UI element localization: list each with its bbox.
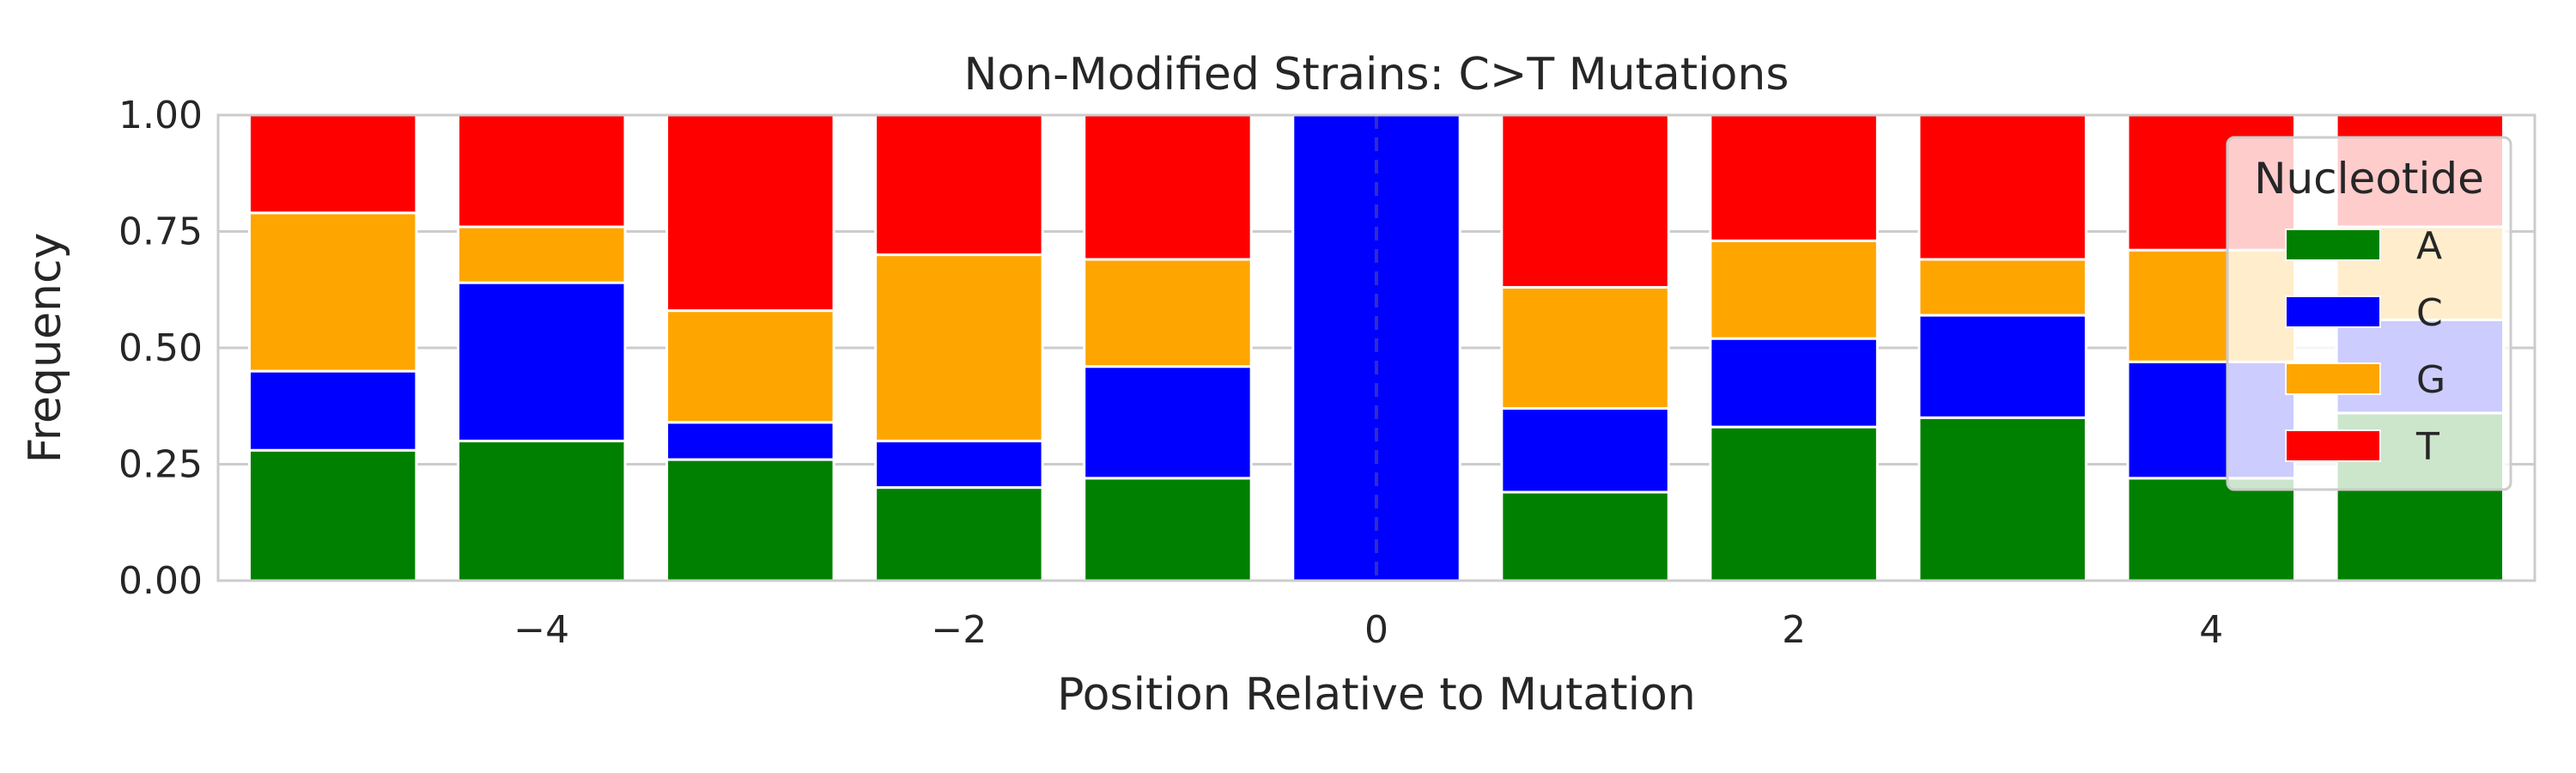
bar-segment-c <box>1500 406 1670 494</box>
legend-label: C <box>2416 291 2443 335</box>
bar-segment-g <box>1500 286 1670 410</box>
bar-segment-c <box>1917 313 2087 419</box>
legend-swatch-a <box>2285 228 2381 261</box>
x-axis-title: Position Relative to Mutation <box>1057 669 1696 721</box>
x-tick-label: 0 <box>1364 608 1388 652</box>
bar-segment-g <box>247 211 418 373</box>
x-axis-ticks: −4 −2 0 2 4 <box>513 608 2223 652</box>
y-axis-ticks: 0.00 0.25 0.50 0.75 1.00 <box>118 94 203 603</box>
bar-segment-c <box>1083 365 1253 480</box>
bar-segment-g <box>874 253 1044 442</box>
bar-segment-g <box>1917 258 2087 317</box>
bar-segment-a <box>247 448 418 582</box>
x-tick-label: −2 <box>931 608 987 652</box>
legend-title: Nucleotide <box>2254 154 2484 204</box>
bar-segment-a <box>665 458 835 582</box>
x-tick-label: 2 <box>1782 608 1806 652</box>
bar-segment-c <box>665 421 835 461</box>
bar-segment-g <box>457 225 627 284</box>
plot-frame <box>216 113 2537 582</box>
bar-segment-t <box>457 113 627 228</box>
bar-segment-t <box>1083 113 1253 261</box>
bar-segment-c <box>247 369 418 452</box>
bar-segment-a <box>1500 490 1670 582</box>
x-tick-label: −4 <box>513 608 569 652</box>
bar-segment-a <box>1917 416 2087 582</box>
y-tick-label: 0.00 <box>118 559 203 603</box>
bar-segment-g <box>665 309 835 424</box>
legend-label: A <box>2416 224 2442 268</box>
legend-swatch-g <box>2285 362 2381 395</box>
y-axis-title: Frequency <box>20 233 71 464</box>
legend-label: T <box>2415 425 2439 469</box>
bar-segment-t <box>1500 113 1670 289</box>
y-tick-label: 1.00 <box>118 94 203 137</box>
bar-segment-a <box>457 439 627 582</box>
bar-segment-c <box>874 439 1044 490</box>
x-tick-label: 4 <box>2199 608 2223 652</box>
bar-segment-t <box>1709 113 1879 242</box>
bar-segment-a <box>2126 477 2296 582</box>
bar-segment-c <box>1709 337 1879 429</box>
bar-segment-a <box>1709 425 1879 582</box>
y-tick-label: 0.25 <box>118 443 203 487</box>
bar-segment-t <box>665 113 835 313</box>
legend-swatch-t <box>2285 429 2381 462</box>
chart-title: Non-Modified Strains: C>T Mutations <box>964 49 1789 100</box>
y-tick-label: 0.50 <box>118 326 203 370</box>
bar-segment-t <box>874 113 1044 257</box>
bar-segment-t <box>1917 113 2087 261</box>
bar-segment-c <box>457 281 627 442</box>
bar-segment-a <box>1083 477 1253 582</box>
bar-segment-a <box>874 486 1044 582</box>
bar-segment-g <box>1709 239 1879 340</box>
bar-segment-g <box>1083 258 1253 368</box>
legend-swatch-c <box>2285 295 2381 328</box>
bar-segment-t <box>247 113 418 215</box>
legend-label: G <box>2416 358 2445 402</box>
y-tick-label: 0.75 <box>118 210 203 254</box>
